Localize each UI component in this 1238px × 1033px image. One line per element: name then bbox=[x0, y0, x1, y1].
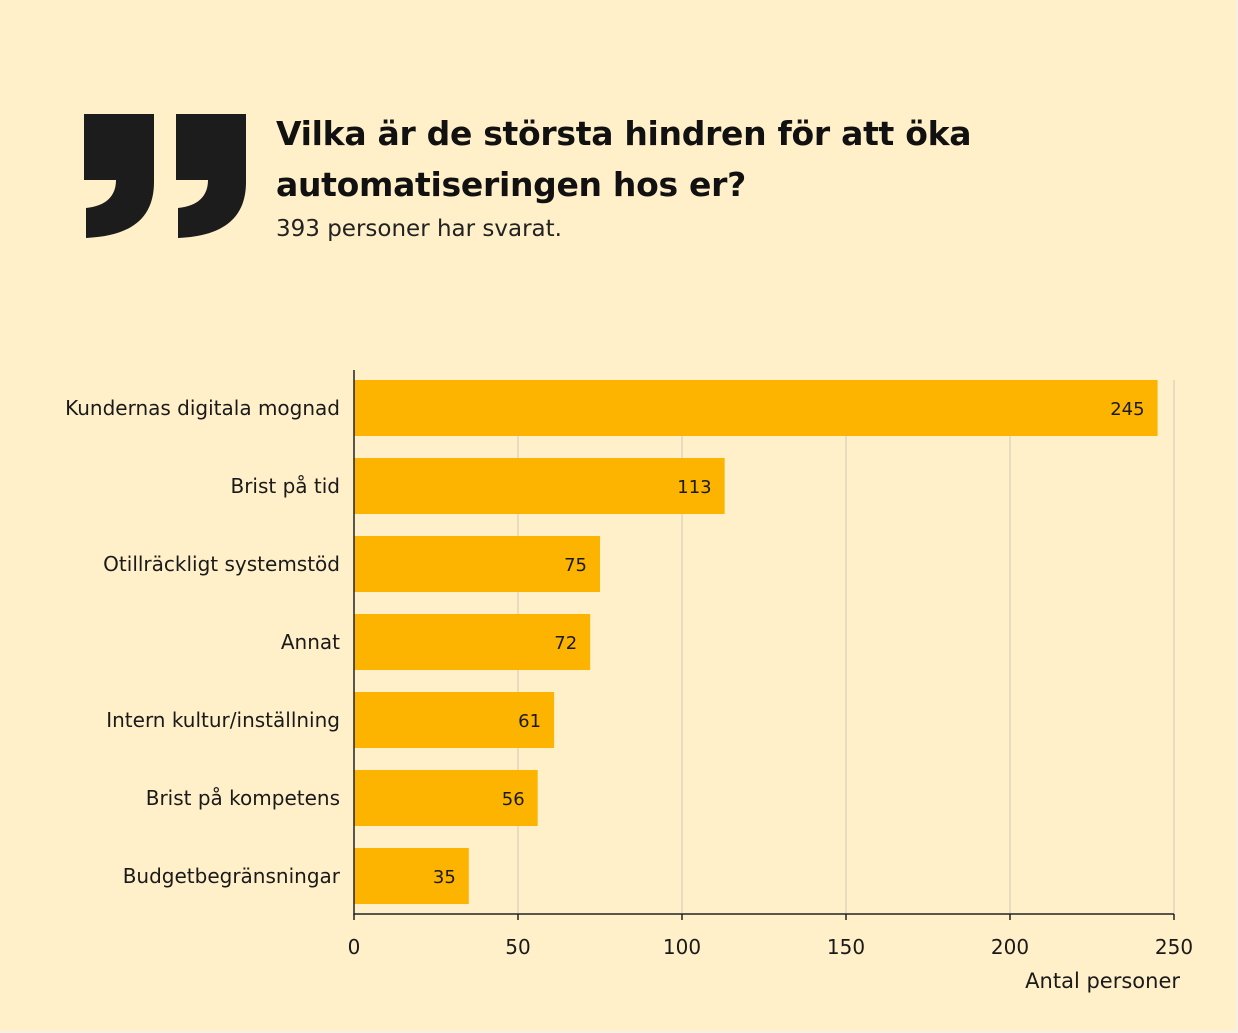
bar bbox=[354, 848, 469, 904]
x-tick-label: 150 bbox=[827, 935, 865, 959]
data-label: 113 bbox=[677, 477, 711, 498]
x-tick-label: 200 bbox=[991, 935, 1029, 959]
bar bbox=[354, 458, 725, 514]
quote-mark-icon bbox=[84, 114, 246, 238]
category-label: Brist på kompetens bbox=[146, 786, 340, 810]
bar bbox=[354, 770, 538, 826]
data-label: 75 bbox=[564, 555, 587, 576]
x-tick-label: 100 bbox=[663, 935, 701, 959]
category-label: Intern kultur/inställning bbox=[106, 708, 340, 732]
bar bbox=[354, 692, 555, 748]
bar bbox=[354, 536, 600, 592]
chart-subtitle: 393 personer har svarat. bbox=[276, 216, 562, 242]
x-axis-title: Antal personer bbox=[1025, 969, 1180, 993]
data-label: 245 bbox=[1110, 399, 1144, 420]
bar bbox=[354, 380, 1158, 436]
chart-title: Vilka är de största hindren för att öka … bbox=[276, 114, 972, 204]
category-label: Budgetbegränsningar bbox=[123, 864, 341, 888]
data-label: 35 bbox=[433, 867, 456, 888]
bar bbox=[354, 614, 591, 670]
category-label: Otillräckligt systemstöd bbox=[103, 552, 340, 576]
data-label: 61 bbox=[518, 711, 541, 732]
x-tick-label: 50 bbox=[505, 935, 530, 959]
category-label: Kundernas digitala mognad bbox=[65, 396, 340, 420]
data-label: 56 bbox=[502, 789, 525, 810]
x-tick-label: 250 bbox=[1155, 935, 1193, 959]
category-label: Annat bbox=[281, 630, 340, 654]
data-label: 72 bbox=[554, 633, 577, 654]
x-tick-label: 0 bbox=[348, 935, 361, 959]
category-label: Brist på tid bbox=[230, 474, 340, 498]
